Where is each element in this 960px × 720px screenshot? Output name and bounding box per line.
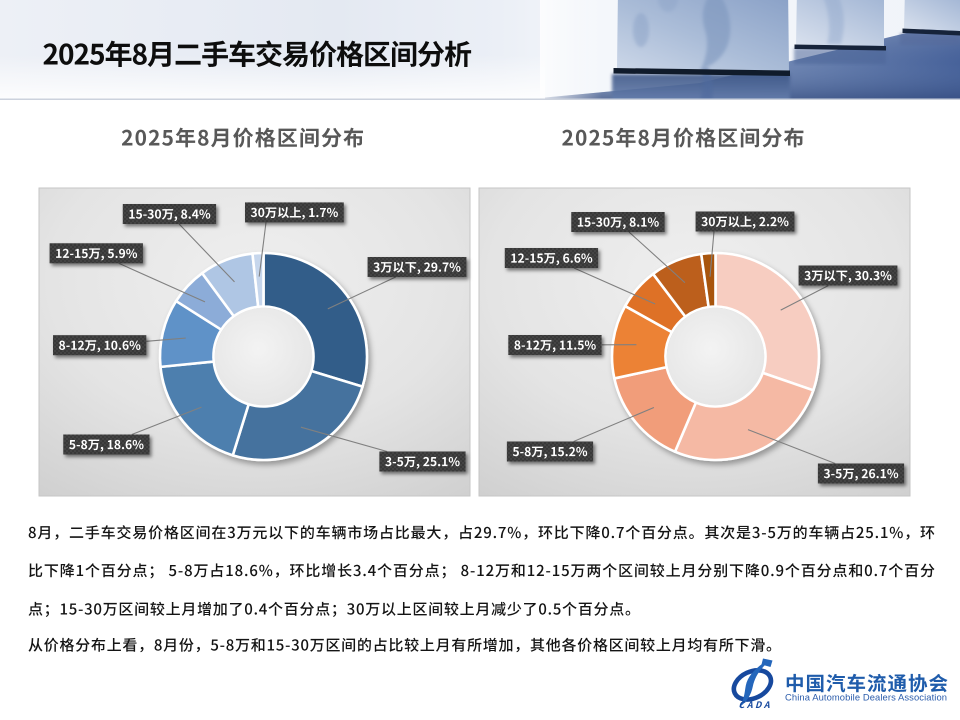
svg-text:China Automobile Dealers Assoc: China Automobile Dealers Association (785, 692, 947, 703)
